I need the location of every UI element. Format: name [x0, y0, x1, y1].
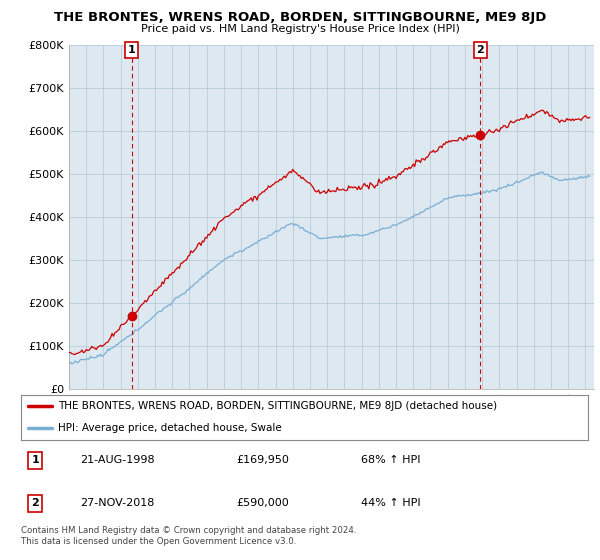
Text: 1: 1	[31, 455, 39, 465]
Text: 27-NOV-2018: 27-NOV-2018	[80, 498, 155, 508]
Text: HPI: Average price, detached house, Swale: HPI: Average price, detached house, Swal…	[58, 423, 281, 433]
Text: Price paid vs. HM Land Registry's House Price Index (HPI): Price paid vs. HM Land Registry's House …	[140, 24, 460, 34]
Text: THE BRONTES, WRENS ROAD, BORDEN, SITTINGBOURNE, ME9 8JD (detached house): THE BRONTES, WRENS ROAD, BORDEN, SITTING…	[58, 401, 497, 411]
Text: 44% ↑ HPI: 44% ↑ HPI	[361, 498, 421, 508]
Text: 21-AUG-1998: 21-AUG-1998	[80, 455, 155, 465]
Text: £169,950: £169,950	[236, 455, 289, 465]
Text: 68% ↑ HPI: 68% ↑ HPI	[361, 455, 421, 465]
Text: THE BRONTES, WRENS ROAD, BORDEN, SITTINGBOURNE, ME9 8JD: THE BRONTES, WRENS ROAD, BORDEN, SITTING…	[54, 11, 546, 24]
Text: £590,000: £590,000	[236, 498, 289, 508]
Text: 1: 1	[128, 45, 136, 55]
Text: 2: 2	[476, 45, 484, 55]
Text: Contains HM Land Registry data © Crown copyright and database right 2024.
This d: Contains HM Land Registry data © Crown c…	[21, 526, 356, 546]
Text: 2: 2	[31, 498, 39, 508]
